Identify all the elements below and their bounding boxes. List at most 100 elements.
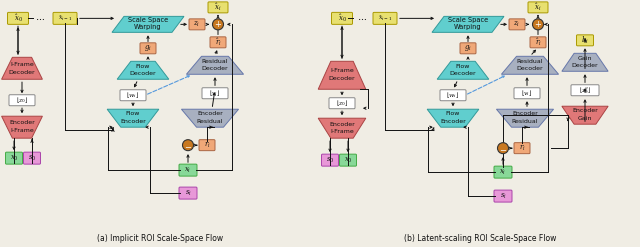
Circle shape	[182, 140, 193, 151]
Text: $\hat{r}_i$: $\hat{r}_i$	[214, 37, 221, 48]
Text: I-Frame: I-Frame	[10, 62, 34, 67]
Text: Residual: Residual	[516, 59, 543, 64]
Text: Encoder: Encoder	[197, 111, 223, 116]
Polygon shape	[562, 53, 608, 71]
Text: $\lfloor v_i \rfloor$: $\lfloor v_i \rfloor$	[522, 88, 532, 98]
FancyBboxPatch shape	[8, 12, 29, 24]
Polygon shape	[112, 16, 184, 32]
Text: Scale Space: Scale Space	[128, 17, 168, 23]
FancyBboxPatch shape	[494, 190, 512, 202]
Text: $\lfloor w_i \rfloor$: $\lfloor w_i \rfloor$	[446, 90, 460, 100]
Text: Decoder: Decoder	[329, 76, 355, 81]
Text: $\hat{x}_i$: $\hat{x}_i$	[534, 1, 541, 13]
Circle shape	[497, 143, 509, 154]
Text: Flow: Flow	[456, 64, 470, 69]
Text: $s_i$: $s_i$	[500, 191, 506, 201]
FancyBboxPatch shape	[494, 166, 512, 178]
Text: I-Frame: I-Frame	[330, 68, 354, 73]
Text: Encoder: Encoder	[572, 108, 598, 113]
Text: $\lfloor w_i \rfloor$: $\lfloor w_i \rfloor$	[126, 90, 140, 100]
Text: Decoder: Decoder	[572, 63, 598, 68]
Text: $g_i$: $g_i$	[144, 43, 152, 53]
Polygon shape	[2, 116, 42, 138]
FancyBboxPatch shape	[189, 19, 205, 30]
Polygon shape	[437, 61, 489, 79]
Text: $\hat{r}_i$: $\hat{r}_i$	[534, 37, 541, 48]
Text: $x_i$: $x_i$	[499, 167, 507, 177]
Text: Encoder: Encoder	[512, 111, 538, 116]
FancyBboxPatch shape	[530, 37, 546, 48]
FancyBboxPatch shape	[528, 2, 548, 13]
FancyBboxPatch shape	[460, 43, 476, 54]
Circle shape	[212, 19, 223, 30]
FancyBboxPatch shape	[6, 152, 22, 164]
FancyBboxPatch shape	[120, 90, 146, 101]
Polygon shape	[497, 109, 554, 127]
Polygon shape	[502, 56, 559, 74]
Text: Residual: Residual	[202, 59, 228, 64]
Text: Gain: Gain	[578, 56, 592, 61]
Text: Encoder: Encoder	[440, 119, 466, 124]
Text: Decoder: Decoder	[516, 66, 543, 71]
Text: $\hat{x}_i$: $\hat{x}_i$	[214, 1, 221, 13]
Text: Decoder: Decoder	[202, 66, 228, 71]
FancyBboxPatch shape	[179, 187, 197, 199]
Text: Encoder: Encoder	[329, 122, 355, 127]
Text: $x_0$: $x_0$	[344, 156, 353, 165]
Text: $g_i$: $g_i$	[464, 43, 472, 53]
Circle shape	[532, 19, 543, 30]
FancyBboxPatch shape	[373, 12, 397, 24]
FancyBboxPatch shape	[577, 35, 593, 46]
FancyBboxPatch shape	[202, 88, 228, 99]
Text: $x_0$: $x_0$	[10, 154, 19, 163]
FancyBboxPatch shape	[210, 37, 226, 48]
FancyBboxPatch shape	[321, 154, 339, 166]
Text: $\lfloor z_0 \rfloor$: $\lfloor z_0 \rfloor$	[16, 95, 28, 105]
Polygon shape	[186, 56, 244, 74]
Text: I-Frame: I-Frame	[10, 128, 34, 133]
FancyBboxPatch shape	[140, 43, 156, 54]
Text: $\lfloor v_i \rfloor$: $\lfloor v_i \rfloor$	[209, 88, 221, 98]
Text: $\lfloor z_0 \rfloor$: $\lfloor z_0 \rfloor$	[336, 98, 348, 108]
Text: $h_i$: $h_i$	[581, 35, 589, 46]
Polygon shape	[117, 61, 169, 79]
Text: Warping: Warping	[134, 24, 162, 30]
FancyBboxPatch shape	[208, 2, 228, 13]
Text: Encoder: Encoder	[120, 119, 146, 124]
Text: Decoder: Decoder	[450, 71, 476, 76]
FancyBboxPatch shape	[332, 12, 353, 24]
Polygon shape	[318, 61, 366, 89]
Text: Gain: Gain	[578, 116, 592, 121]
FancyBboxPatch shape	[514, 88, 540, 99]
FancyBboxPatch shape	[509, 19, 525, 30]
FancyBboxPatch shape	[199, 140, 215, 151]
Text: Decoder: Decoder	[130, 71, 156, 76]
Text: $s_0$: $s_0$	[28, 154, 36, 163]
Text: $s_0$: $s_0$	[326, 156, 334, 165]
FancyBboxPatch shape	[440, 90, 466, 101]
Polygon shape	[562, 106, 608, 124]
Text: +: +	[214, 20, 221, 29]
FancyBboxPatch shape	[514, 143, 530, 154]
Text: $\lfloor z_0^g \rfloor$: $\lfloor z_0^g \rfloor$	[579, 85, 591, 96]
Text: +: +	[534, 20, 541, 29]
Text: Decoder: Decoder	[9, 70, 35, 75]
Text: $\hat{x}_0$: $\hat{x}_0$	[337, 13, 346, 24]
Text: $\hat{x}_{i-1}$: $\hat{x}_{i-1}$	[58, 14, 72, 23]
FancyBboxPatch shape	[571, 85, 599, 96]
Text: $\cdots$: $\cdots$	[357, 13, 367, 23]
FancyBboxPatch shape	[53, 12, 77, 24]
Text: Residual: Residual	[512, 119, 538, 124]
Text: Flow: Flow	[136, 64, 150, 69]
Text: $z_i$: $z_i$	[513, 20, 520, 29]
Text: $-$: $-$	[499, 144, 507, 153]
Polygon shape	[2, 57, 42, 79]
FancyBboxPatch shape	[329, 98, 355, 109]
Text: (a) Implicit ROI Scale-Space Flow: (a) Implicit ROI Scale-Space Flow	[97, 233, 223, 243]
Text: Flow: Flow	[126, 111, 140, 116]
Polygon shape	[427, 109, 479, 127]
Text: Residual: Residual	[196, 119, 223, 124]
Polygon shape	[318, 118, 366, 138]
Text: Warping: Warping	[454, 24, 482, 30]
Text: $\hat{x}_{i-1}$: $\hat{x}_{i-1}$	[378, 14, 392, 23]
